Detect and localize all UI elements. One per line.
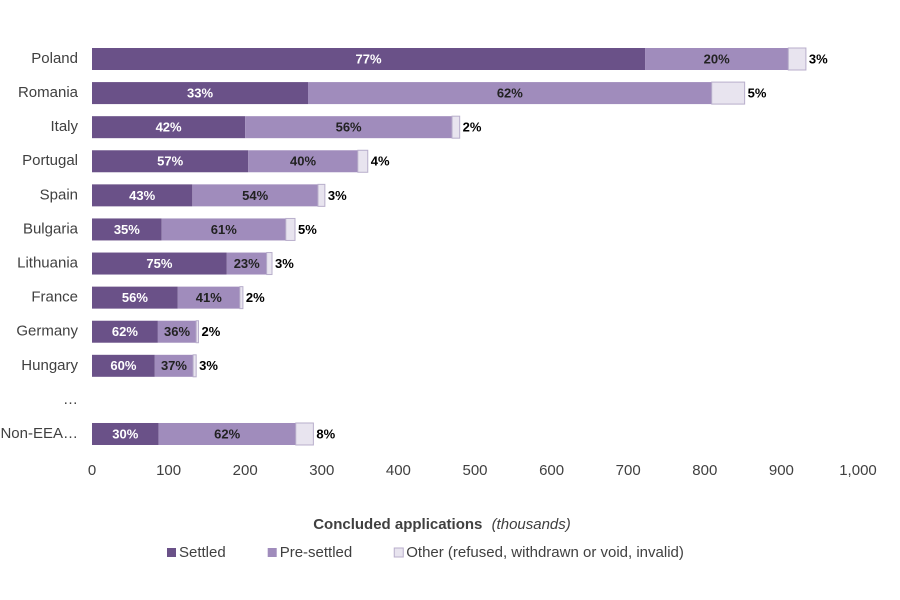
value-label: 3% xyxy=(275,256,294,271)
value-label: 56% xyxy=(122,290,148,305)
bar-segment xyxy=(711,81,746,105)
y-tick-label: Bulgaria xyxy=(23,220,79,237)
bar-segment xyxy=(158,422,296,445)
bar-segment xyxy=(357,149,369,173)
legend-swatch xyxy=(267,548,277,557)
bar-segment xyxy=(285,217,296,241)
y-tick-label: Non-EEA… xyxy=(0,425,78,442)
bar-segment xyxy=(92,82,309,105)
value-label: 37% xyxy=(161,358,187,373)
x-axis-unit: (thousands) xyxy=(492,516,571,533)
bar-segment xyxy=(154,354,194,377)
bar-segment xyxy=(266,252,273,276)
x-tick-label: 100 xyxy=(156,462,181,479)
bar-segment xyxy=(92,354,155,377)
value-label: 41% xyxy=(196,290,222,305)
bar-segment xyxy=(226,252,267,275)
value-label: 57% xyxy=(157,154,183,169)
value-label: 62% xyxy=(497,86,523,101)
value-label: 56% xyxy=(336,120,362,135)
value-label: 43% xyxy=(129,188,155,203)
x-tick-label: 300 xyxy=(309,462,334,479)
value-label: 62% xyxy=(214,426,240,441)
bar-segment xyxy=(645,48,789,70)
bar-segment xyxy=(787,47,807,71)
bar-segment xyxy=(317,183,326,207)
bar-segment xyxy=(295,422,314,446)
bar-segment xyxy=(92,422,159,445)
y-tick-label: Germany xyxy=(16,323,78,340)
bar-segment xyxy=(92,116,246,139)
value-label: 3% xyxy=(328,188,347,203)
x-tick-label: 600 xyxy=(539,462,564,479)
value-label: 36% xyxy=(164,324,190,339)
x-tick-label: 0 xyxy=(88,462,96,479)
value-label: 60% xyxy=(110,358,136,373)
x-tick-label: 500 xyxy=(462,462,487,479)
x-tick-label: 1,000 xyxy=(839,462,877,479)
bar-segment xyxy=(92,184,193,207)
x-tick-label: 900 xyxy=(769,462,794,479)
value-label: 75% xyxy=(146,256,172,271)
value-label: 4% xyxy=(371,154,390,169)
y-tick-label: Italy xyxy=(50,118,78,135)
y-tick-label: Romania xyxy=(18,84,79,101)
legend-label: Other (refused, withdrawn or void, inval… xyxy=(406,544,684,561)
bar-segment xyxy=(245,116,453,139)
value-label: 3% xyxy=(809,51,828,66)
value-label: 35% xyxy=(114,222,140,237)
value-label: 54% xyxy=(242,188,268,203)
bar-segment xyxy=(92,252,227,275)
x-tick-label: 400 xyxy=(386,462,411,479)
value-label: 3% xyxy=(199,358,218,373)
legend-label: Pre-settled xyxy=(280,544,353,561)
x-axis-label: Concluded applications xyxy=(313,516,482,533)
value-label: 2% xyxy=(201,324,220,339)
y-tick-label: France xyxy=(31,289,78,306)
value-label: 2% xyxy=(246,290,265,305)
value-label: 33% xyxy=(187,86,213,101)
value-label: 8% xyxy=(316,426,335,441)
legend-swatch xyxy=(393,547,404,558)
value-label: 2% xyxy=(463,120,482,135)
value-label: 30% xyxy=(112,426,138,441)
bar-segment xyxy=(92,150,249,173)
y-tick-label: Lithuania xyxy=(17,255,79,272)
bar-segment xyxy=(192,184,318,207)
bar-segment xyxy=(92,320,158,343)
bar-segment xyxy=(161,218,286,241)
bar-segment xyxy=(177,286,240,309)
value-label: 77% xyxy=(356,51,382,66)
bar-segment xyxy=(195,320,199,344)
y-tick-label: Portugal xyxy=(22,152,78,169)
x-axis-title: Concluded applications (thousands) xyxy=(313,516,571,533)
y-tick-label: Hungary xyxy=(21,357,78,374)
bar-segment xyxy=(308,82,712,105)
y-tick-label: Spain xyxy=(40,186,78,203)
bar-segment xyxy=(239,286,244,310)
value-label: 62% xyxy=(112,324,138,339)
value-label: 23% xyxy=(234,256,260,271)
bar-segment xyxy=(192,354,197,378)
value-label: 20% xyxy=(704,51,730,66)
y-tick-label: … xyxy=(63,391,78,408)
value-label: 5% xyxy=(748,86,767,101)
x-tick-label: 800 xyxy=(692,462,717,479)
bar-segment xyxy=(451,115,461,139)
y-tick-label: Poland xyxy=(31,50,78,67)
value-label: 61% xyxy=(211,222,237,237)
bar-segment xyxy=(92,286,178,309)
bar-segment xyxy=(92,48,646,70)
legend-label: Settled xyxy=(179,544,226,561)
x-tick-label: 200 xyxy=(233,462,258,479)
x-tick-label: 700 xyxy=(616,462,641,479)
bar-segment xyxy=(157,320,197,343)
value-label: 42% xyxy=(156,120,182,135)
bar-segment xyxy=(92,218,162,241)
value-label: 5% xyxy=(298,222,317,237)
bar-segment xyxy=(248,150,358,173)
value-label: 40% xyxy=(290,154,316,169)
legend-swatch xyxy=(167,548,176,557)
